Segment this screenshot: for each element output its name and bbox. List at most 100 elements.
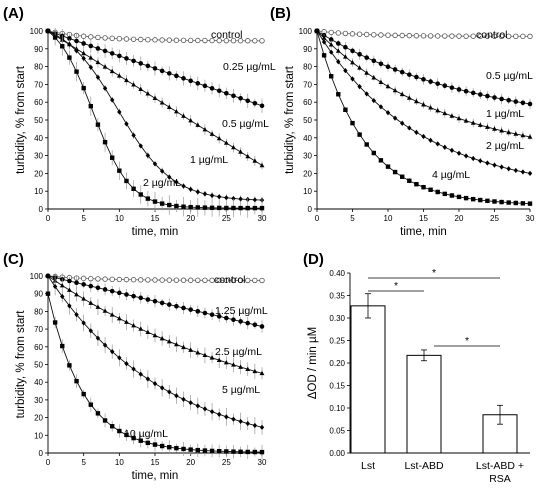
series-label: 5 µg/mL bbox=[222, 384, 260, 396]
y-tick-label: 0.30 bbox=[329, 314, 345, 323]
data-point bbox=[131, 186, 136, 191]
data-point bbox=[217, 449, 222, 454]
data-point bbox=[421, 77, 426, 82]
data-point bbox=[406, 32, 412, 39]
series: 10 µg/mL bbox=[45, 291, 265, 460]
data-point bbox=[124, 432, 129, 438]
data-point bbox=[159, 335, 165, 341]
data-point bbox=[159, 168, 165, 174]
data-point bbox=[231, 317, 236, 323]
data-point bbox=[449, 85, 455, 90]
data-point bbox=[67, 41, 72, 47]
data-point bbox=[109, 51, 115, 56]
data-point bbox=[88, 300, 94, 305]
data-point bbox=[173, 277, 180, 283]
y-tick-label: 50 bbox=[303, 116, 312, 125]
data-point bbox=[181, 183, 186, 189]
data-point bbox=[188, 347, 194, 352]
x-tick-label: 5 bbox=[81, 458, 86, 467]
y-tick-label: 10 bbox=[34, 187, 43, 196]
data-point bbox=[116, 276, 123, 283]
y-tick-label: 10 bbox=[34, 431, 43, 440]
series-label: 1 µg/mL bbox=[486, 108, 524, 120]
data-point bbox=[202, 37, 208, 44]
data-point bbox=[138, 36, 144, 43]
data-point bbox=[81, 41, 86, 46]
data-point bbox=[174, 203, 179, 209]
data-point bbox=[209, 86, 215, 91]
data-point bbox=[195, 403, 200, 409]
data-point bbox=[399, 32, 405, 39]
data-point bbox=[350, 48, 355, 54]
data-point bbox=[217, 411, 222, 417]
data-point bbox=[74, 38, 79, 44]
data-point bbox=[152, 332, 158, 338]
data-point bbox=[328, 37, 334, 42]
data-point bbox=[442, 191, 447, 197]
x-tick-label: 0 bbox=[315, 214, 320, 223]
data-point bbox=[195, 277, 201, 283]
data-point bbox=[231, 362, 236, 367]
y-tick-label: 0.40 bbox=[329, 269, 345, 278]
data-point bbox=[371, 97, 376, 104]
chart-panel-a: (A) 0 10 20 30 40 50 60 70 80 90 100 0 5 10 15 20 25 30 tim… bbox=[3, 5, 276, 238]
data-point bbox=[357, 65, 362, 70]
data-point bbox=[181, 396, 186, 402]
data-point bbox=[195, 350, 201, 355]
data-point bbox=[130, 277, 137, 283]
data-point bbox=[138, 326, 144, 331]
data-point bbox=[343, 68, 348, 74]
panel-label: (D) bbox=[303, 251, 324, 268]
data-point bbox=[485, 160, 490, 166]
data-point bbox=[67, 55, 72, 60]
data-point bbox=[321, 53, 327, 58]
data-point bbox=[407, 178, 412, 183]
data-point bbox=[88, 55, 94, 60]
data-point bbox=[456, 194, 462, 200]
data-point bbox=[159, 277, 165, 283]
x-tick-label: 10 bbox=[115, 458, 124, 467]
data-point bbox=[166, 277, 172, 283]
data-point bbox=[95, 59, 101, 65]
y-tick-label: 80 bbox=[34, 63, 43, 72]
data-point bbox=[371, 75, 377, 80]
data-point bbox=[181, 344, 186, 350]
series: 2 µg/mL bbox=[45, 28, 265, 218]
data-point bbox=[252, 158, 258, 163]
data-point bbox=[117, 109, 122, 115]
data-point bbox=[259, 38, 265, 44]
data-point bbox=[67, 363, 72, 368]
series-label: 4 µg/mL bbox=[432, 169, 470, 181]
data-point bbox=[527, 134, 533, 139]
series: control bbox=[45, 273, 265, 286]
data-point bbox=[259, 162, 265, 168]
data-point bbox=[181, 446, 186, 452]
data-point bbox=[435, 33, 441, 39]
data-point bbox=[477, 122, 483, 127]
y-tick-label: 0.00 bbox=[329, 449, 345, 458]
series-line bbox=[47, 275, 263, 374]
data-point bbox=[527, 170, 533, 176]
data-point bbox=[224, 315, 229, 321]
data-point bbox=[328, 29, 334, 36]
series: 2 µg/mL bbox=[314, 28, 533, 176]
data-point bbox=[435, 141, 440, 147]
data-point bbox=[95, 335, 101, 341]
data-point bbox=[378, 158, 384, 163]
data-point bbox=[74, 312, 79, 318]
data-point bbox=[470, 90, 476, 96]
data-point bbox=[81, 282, 86, 287]
data-point bbox=[513, 167, 518, 174]
data-point bbox=[209, 131, 215, 136]
data-point bbox=[477, 33, 483, 39]
data-point bbox=[245, 366, 251, 372]
data-point bbox=[216, 88, 222, 94]
data-point bbox=[74, 291, 79, 297]
data-point bbox=[421, 184, 426, 190]
data-point bbox=[195, 37, 201, 44]
data-point bbox=[252, 197, 258, 203]
data-point bbox=[499, 164, 504, 170]
data-point bbox=[364, 55, 370, 60]
data-point bbox=[350, 76, 355, 82]
